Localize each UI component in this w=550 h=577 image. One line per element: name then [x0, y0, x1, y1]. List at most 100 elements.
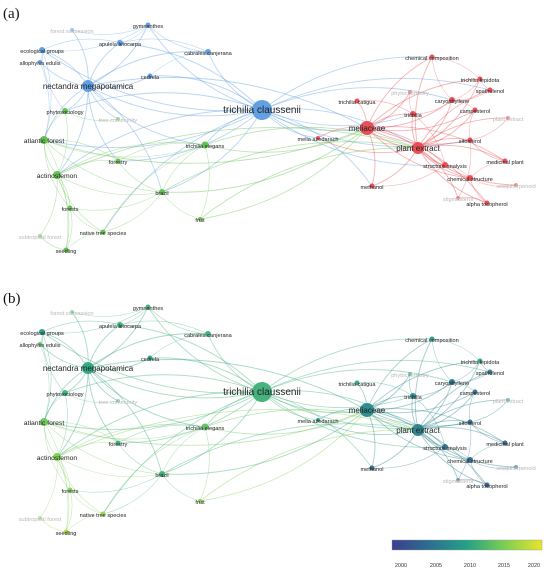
node-methanol[interactable] [369, 183, 375, 189]
node-alpha-tocopherol[interactable] [484, 482, 490, 488]
node-forest-succession[interactable] [70, 28, 74, 32]
node-seedling[interactable] [63, 247, 69, 253]
node-sitosterol[interactable] [467, 419, 473, 425]
edge [417, 147, 517, 186]
node-forests[interactable] [67, 487, 73, 493]
node-brazil[interactable] [159, 471, 165, 477]
edge [261, 391, 414, 409]
node-trichilia-catigua[interactable] [354, 380, 360, 386]
node-trichilia-elegans[interactable] [201, 141, 209, 149]
node-cedrela[interactable] [147, 73, 153, 79]
edge [417, 399, 509, 431]
node-seedling[interactable] [63, 529, 69, 535]
edge [431, 56, 453, 101]
node-phytochemistry[interactable] [408, 372, 412, 376]
node-trichilia[interactable] [410, 393, 416, 399]
edge [451, 371, 491, 383]
node-trichilia-elegans[interactable] [201, 423, 209, 431]
node-apuleia-leiocarpa[interactable] [117, 322, 123, 328]
node-cedrela[interactable] [147, 355, 153, 361]
node-trichilia-claussenii[interactable] [252, 382, 272, 402]
node-campesterol[interactable] [472, 389, 478, 395]
node-plant-extract-2[interactable] [506, 116, 510, 120]
node-atlantic-forest[interactable] [40, 136, 48, 144]
node-chemical-composition[interactable] [429, 54, 435, 60]
node-structure-analysis[interactable] [442, 162, 448, 168]
node-nectandra-megapotamica[interactable] [82, 80, 94, 92]
node-phytosociology[interactable] [62, 390, 68, 396]
node-nectandra-megapotamica[interactable] [82, 362, 94, 374]
node-forestry[interactable] [115, 440, 121, 446]
node-ecological-groups[interactable] [39, 47, 45, 53]
node-subtropical-forest[interactable] [38, 516, 42, 520]
edge [149, 75, 263, 111]
node-atlantic-forest[interactable] [40, 418, 48, 426]
node-alpha-tocopherol[interactable] [484, 200, 490, 206]
node-chemical-composition[interactable] [429, 336, 435, 342]
node-spathulenol[interactable] [487, 87, 493, 93]
edge [417, 147, 459, 199]
node-melia-azedarach[interactable] [316, 136, 320, 140]
node-phytosociology[interactable] [62, 108, 68, 114]
node-trichilia[interactable] [410, 111, 416, 117]
node-plant-extract[interactable] [412, 142, 424, 154]
node-caryophyllene[interactable] [449, 97, 455, 103]
node-forests[interactable] [67, 205, 73, 211]
node-native-tree-species[interactable] [100, 511, 106, 517]
node-melia-azedarach[interactable] [316, 418, 320, 422]
node-chemical-structure[interactable] [467, 175, 473, 181]
node-sitosterol[interactable] [467, 137, 473, 143]
node-caryophyllene[interactable] [449, 379, 455, 385]
edge [56, 456, 70, 533]
node-ecological-groups[interactable] [39, 329, 45, 335]
node-forestry[interactable] [115, 158, 121, 164]
node-plant-extract[interactable] [412, 424, 424, 436]
node-trichilia-claussenii[interactable] [252, 100, 272, 120]
node-subtropical-forest[interactable] [38, 234, 42, 238]
node-meliaceae[interactable] [360, 403, 374, 417]
edge [41, 49, 66, 112]
edge [56, 174, 104, 233]
node-medicinal-plant[interactable] [502, 440, 508, 446]
node-plant-extract-2[interactable] [506, 398, 510, 402]
node-medicinal-plant[interactable] [502, 158, 508, 164]
label-sesquiterpenoid: sesquiterpenoid [496, 184, 536, 190]
node-meliaceae[interactable] [360, 121, 374, 135]
node-trichilia-catigua[interactable] [354, 98, 360, 104]
node-gymnanthes[interactable] [145, 22, 151, 28]
node-cabralea-canjerana[interactable] [205, 331, 211, 337]
node-spathulenol[interactable] [487, 369, 493, 375]
node-chemical-structure[interactable] [467, 457, 473, 463]
node-gymnanthes[interactable] [145, 304, 151, 310]
label-apuleia-leiocarpa: apuleia leiocarpa [99, 42, 142, 48]
node-fruit[interactable] [198, 217, 202, 221]
edge [261, 109, 471, 148]
label-alpha-tocopherol: alpha tocopherol [466, 484, 507, 490]
label-structure-analysis: structure analysis [423, 446, 467, 452]
node-forest-succession[interactable] [70, 310, 74, 314]
node-brazil[interactable] [159, 189, 165, 195]
node-actinostemon[interactable] [53, 171, 61, 179]
label-trichilia-claussenii: trichilia claussenii [223, 105, 301, 116]
node-sesquiterpenoid[interactable] [514, 183, 518, 187]
node-stigmasterol[interactable] [456, 196, 460, 200]
node-fruit[interactable] [198, 499, 202, 503]
node-sesquiterpenoid[interactable] [514, 465, 518, 469]
node-cabralea-canjerana[interactable] [205, 49, 211, 55]
node-actinostemon[interactable] [53, 453, 61, 461]
edge [199, 426, 210, 502]
edge [161, 144, 206, 193]
node-trichilia-lepidota[interactable] [477, 76, 483, 82]
node-trichilia-lepidota[interactable] [477, 358, 483, 364]
node-apuleia-leiocarpa[interactable] [117, 40, 123, 46]
node-methanol[interactable] [369, 465, 375, 471]
node-structure-analysis[interactable] [442, 444, 448, 450]
node-phytochemistry[interactable] [408, 90, 412, 94]
node-tree-community[interactable] [116, 117, 120, 121]
node-stigmasterol[interactable] [456, 478, 460, 482]
node-tree-community[interactable] [116, 399, 120, 403]
node-campesterol[interactable] [472, 107, 478, 113]
node-native-tree-species[interactable] [100, 229, 106, 235]
node-allophylus-edulis[interactable] [38, 342, 42, 346]
node-allophylus-edulis[interactable] [38, 60, 42, 64]
